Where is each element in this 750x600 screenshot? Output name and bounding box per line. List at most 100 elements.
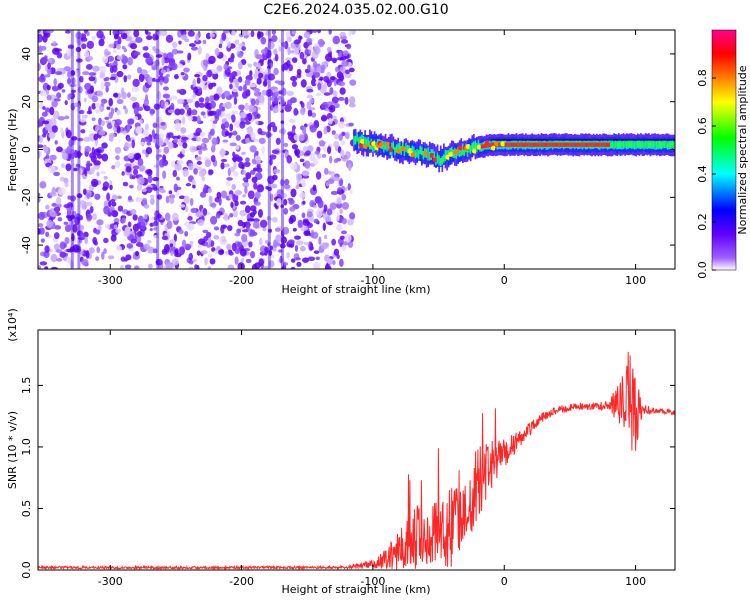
heatmap-cell [94, 102, 100, 108]
heatmap-cell [317, 199, 324, 209]
heatmap-cell [171, 48, 179, 55]
heatmap-cell [170, 142, 174, 149]
heatmap-cell [224, 212, 228, 220]
heatmap-cell [339, 178, 344, 187]
heatmap-cell [141, 129, 149, 137]
heatmap-cell [86, 110, 93, 115]
heatmap-cell [234, 256, 239, 265]
heatmap-cell [307, 107, 316, 111]
heatmap-cell [337, 56, 344, 61]
heatmap-cell [181, 148, 186, 155]
heatmap-cell [118, 30, 124, 34]
heatmap-cell [285, 57, 292, 62]
heatmap-cell [156, 194, 163, 200]
heatmap-cell [290, 42, 296, 49]
heatmap-cell [657, 142, 660, 148]
heatmap-cell [270, 86, 278, 92]
heatmap-cell [253, 167, 258, 172]
heatmap-cell [350, 30, 356, 35]
heatmap-cell [96, 30, 104, 39]
heatmap-cell [427, 147, 429, 156]
heatmap-cell [83, 231, 89, 238]
heatmap-cell [143, 105, 151, 112]
heatmap-cell [417, 149, 420, 156]
heatmap-cell [286, 60, 291, 68]
heatmap-cell [70, 69, 75, 76]
heatmap-cell [547, 142, 549, 147]
heatmap-cell [594, 142, 597, 147]
heatmap-cell [108, 43, 115, 48]
heatmap-cell [238, 104, 245, 111]
heatmap-cell [256, 167, 263, 173]
heatmap-cell [520, 142, 522, 147]
heatmap-cell [611, 142, 614, 149]
heatmap-cell [488, 142, 491, 148]
heatmap-cell [327, 170, 333, 175]
x-tick-label: 100 [625, 575, 646, 588]
colorbar-label: Normalized spectral amplitude [736, 65, 749, 234]
heatmap-cell [349, 190, 353, 194]
heatmap-cell [44, 245, 50, 253]
heatmap-cell [319, 40, 326, 46]
heatmap-cell [176, 98, 185, 105]
heatmap-cell [584, 142, 587, 147]
heatmap-cell [331, 96, 339, 104]
heatmap-cell [339, 87, 346, 95]
heatmap-cell [227, 224, 233, 232]
heatmap-cell [258, 258, 264, 267]
heatmap-cell [216, 65, 223, 72]
heatmap-cell [229, 166, 235, 173]
heatmap-cell [130, 238, 137, 244]
heatmap-cell [209, 95, 215, 103]
heatmap-cell [241, 233, 248, 243]
heatmap-cell [439, 158, 442, 164]
heatmap-cell [578, 142, 581, 147]
heatmap-cell [287, 239, 295, 245]
heatmap-cell [239, 209, 248, 217]
heatmap-cell [619, 142, 622, 148]
heatmap-cell [156, 213, 162, 219]
heatmap-cell [133, 51, 141, 56]
heatmap-cell [291, 144, 299, 150]
heatmap-cell [52, 47, 60, 55]
heatmap-cell [127, 56, 134, 66]
heatmap-cell [209, 215, 218, 225]
heatmap-cell [531, 142, 534, 147]
heatmap-cell [117, 245, 123, 252]
heatmap-cell [599, 142, 601, 147]
snr-panel: -300 -200 -100 0 100 0.0 0.5 1.0 1.5 Height of … [6, 308, 676, 596]
heatmap-cell [309, 199, 316, 208]
heatmap-cell [564, 142, 567, 147]
heatmap-cell [191, 94, 196, 102]
heatmap-cell [614, 141, 617, 148]
heatmap-cell [441, 158, 444, 164]
heatmap-cell [262, 265, 270, 269]
heatmap-cell [372, 143, 374, 153]
heatmap-cell [42, 106, 46, 110]
heatmap-cell [331, 238, 337, 246]
heatmap-cell [195, 137, 201, 142]
heatmap-cell [84, 168, 88, 177]
heatmap-cell [63, 204, 71, 209]
heatmap-cell [272, 174, 278, 181]
heatmap-cell [280, 120, 285, 124]
heatmap-cell [135, 37, 143, 43]
heatmap-cell [93, 133, 99, 141]
heatmap-cell [517, 142, 519, 147]
heatmap-cell [153, 164, 159, 168]
heatmap-cell [218, 197, 222, 206]
heatmap-cell [232, 130, 238, 136]
figure-title: C2E6.2024.035.02.00.G10 [263, 2, 448, 18]
heatmap-cell [325, 216, 332, 223]
heatmap-cell [197, 219, 205, 227]
heatmap-cell [241, 30, 249, 36]
heatmap-cell [59, 241, 66, 250]
heatmap-cell [189, 197, 194, 206]
heatmap-cell [65, 163, 72, 172]
heatmap-cell [274, 227, 281, 232]
heatmap-cell [592, 142, 595, 147]
heatmap-cell [330, 76, 336, 81]
heatmap-cell [168, 194, 176, 199]
heatmap-cell [184, 231, 189, 237]
heatmap-cell [244, 205, 251, 214]
